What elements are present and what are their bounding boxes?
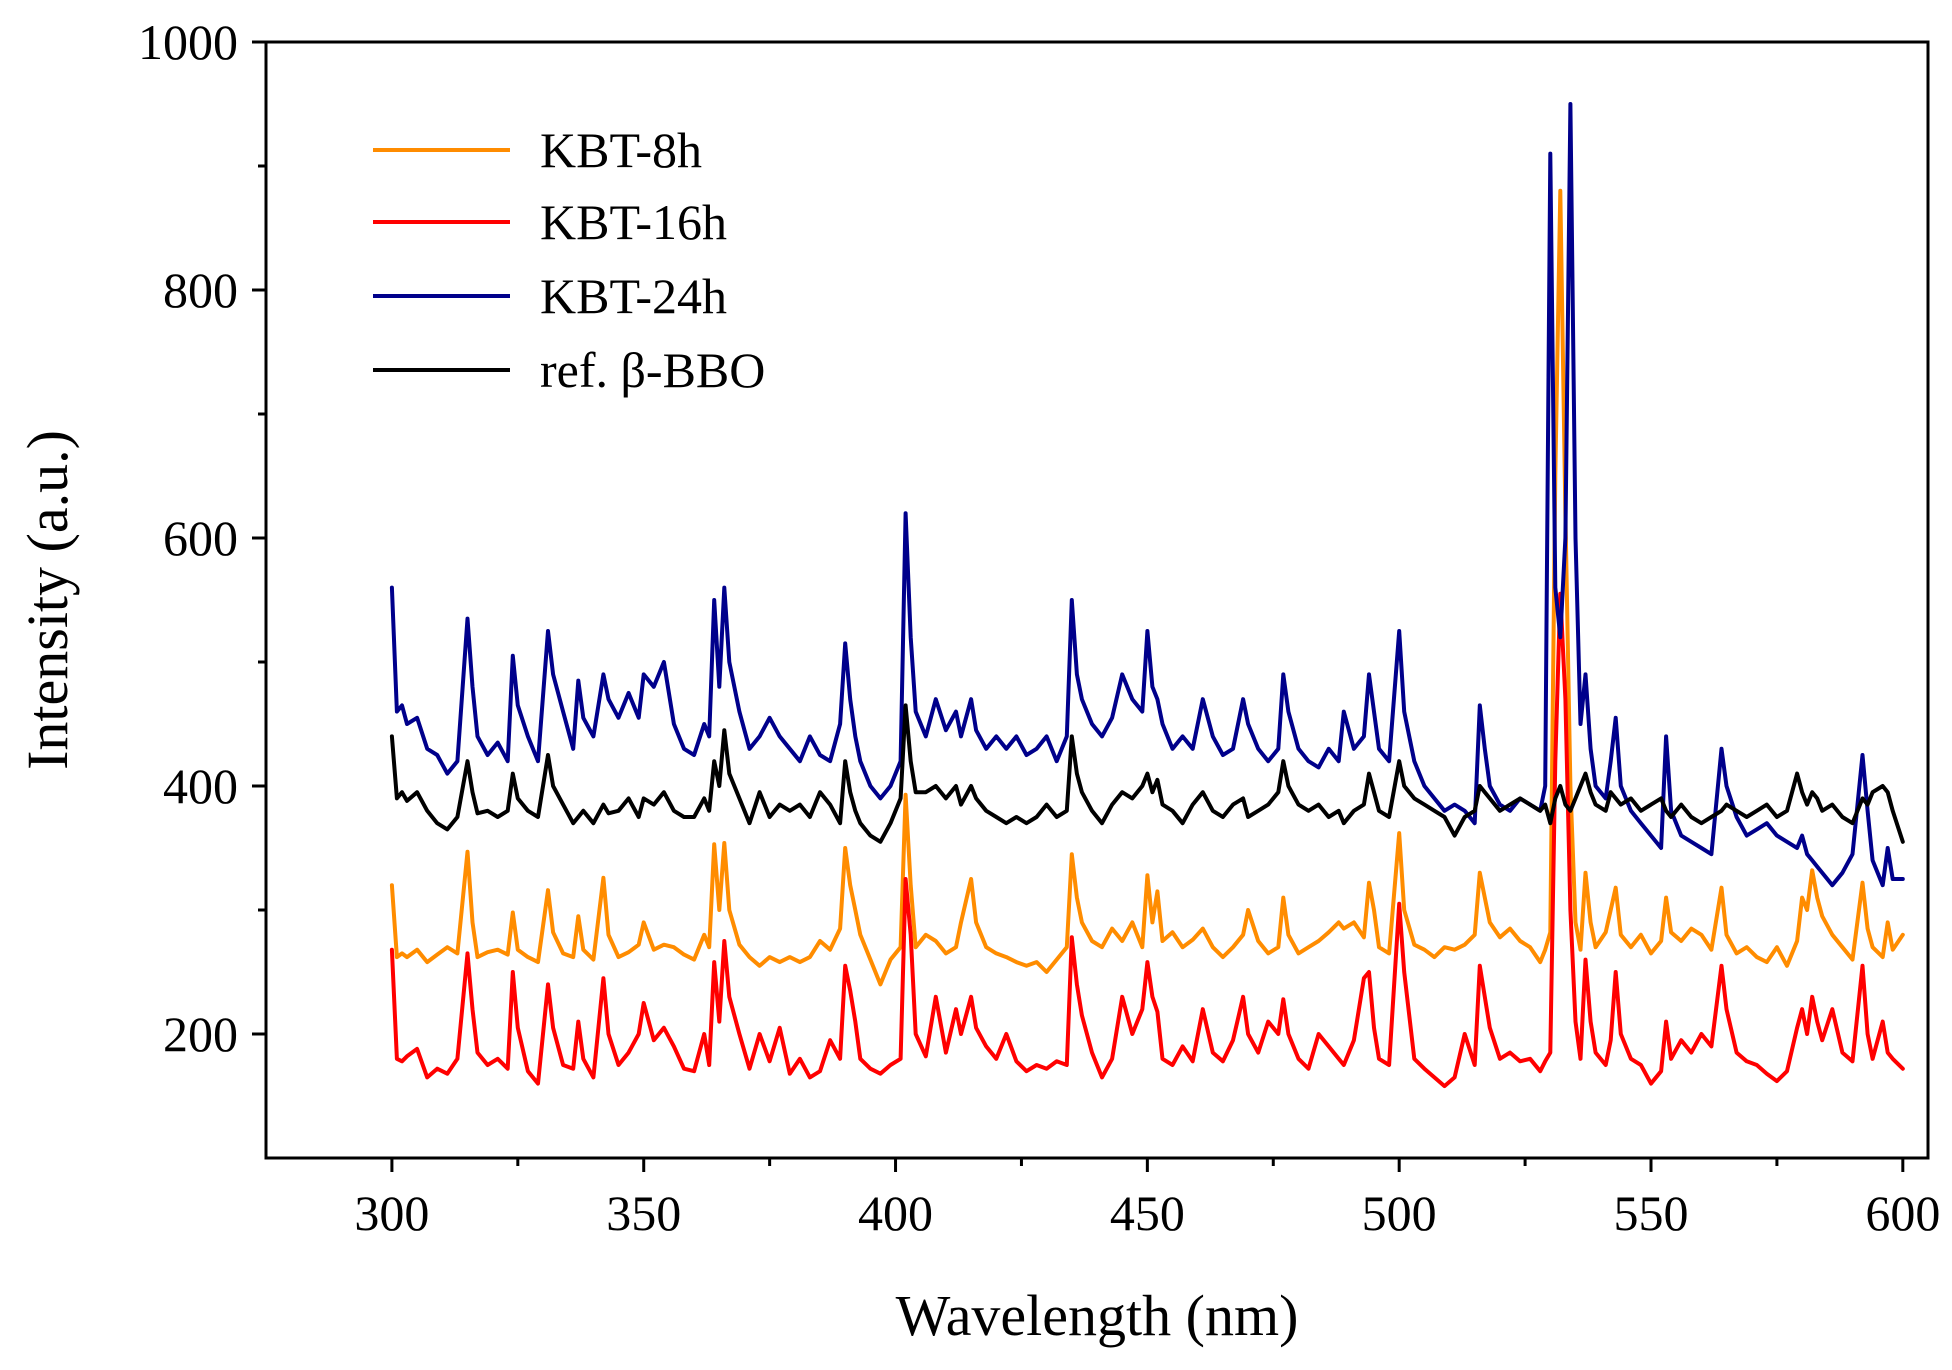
legend-label-kbt-8h: KBT-8h (540, 122, 702, 178)
y-axis-title: Intensity (a.u.) (15, 430, 80, 770)
y-tick-label: 400 (163, 758, 238, 814)
x-axis-title: Wavelength (nm) (896, 1283, 1299, 1348)
legend-label-kbt-16h: KBT-16h (540, 194, 727, 250)
series-line-1 (389, 591, 1905, 1089)
legend: KBT-8h KBT-16h KBT-24h ref. β-BBO (373, 122, 765, 398)
x-tick-label: 450 (1110, 1185, 1185, 1241)
series-line-2 (389, 102, 1905, 888)
x-tick-label: 550 (1614, 1185, 1689, 1241)
x-tick-label: 600 (1865, 1185, 1940, 1241)
series-layer (389, 102, 1905, 1089)
x-tick-label: 500 (1362, 1185, 1437, 1241)
tick-label-layer: 300 350 400 450 500 550 600 200 400 600 800 1000 (138, 14, 1940, 1241)
series-line-3 (389, 703, 1905, 844)
legend-label-kbt-24h: KBT-24h (540, 268, 727, 324)
y-tick-label: 200 (163, 1006, 238, 1062)
series-line-0 (389, 188, 1905, 987)
x-tick-label: 300 (354, 1185, 429, 1241)
y-tick-label: 600 (163, 510, 238, 566)
x-tick-label: 400 (858, 1185, 933, 1241)
y-tick-label: 800 (163, 262, 238, 318)
plot-frame (264, 40, 1930, 1160)
legend-label-ref-bbo: ref. β-BBO (540, 342, 765, 398)
y-tick-label: 1000 (138, 14, 238, 70)
x-tick-label: 350 (606, 1185, 681, 1241)
tick-layer (252, 40, 1905, 1172)
